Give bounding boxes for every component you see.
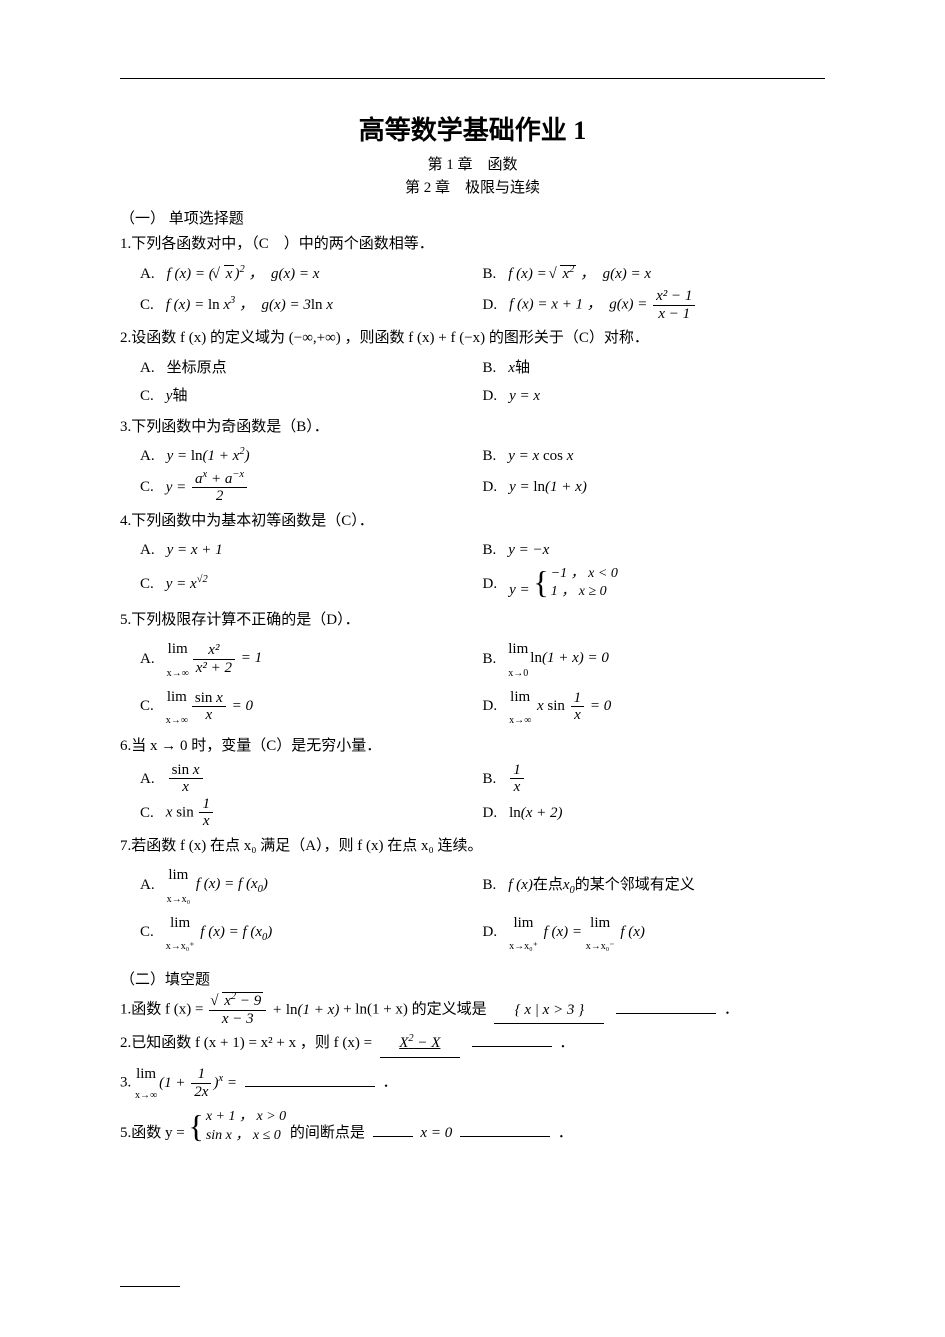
- question-5: 5.下列极限存计算不正确的是（D）．: [120, 608, 825, 634]
- q7-opt-c: C.limx→x₀⁺ f (x) = f (x0): [140, 909, 483, 957]
- q7-opt-b: B.f (x) 在点 x0 的某个邻域有定义: [483, 861, 826, 909]
- q4-b-text: y = −x: [508, 536, 549, 565]
- q3-opt-d: D.y = ln(1 + x): [483, 471, 826, 505]
- fill-2: 2.已知函数 f (x + 1) = x² + x ，则 f (x) = X2 …: [120, 1031, 825, 1058]
- q5-opt-c: C.limx→∞sin xx = 0: [140, 683, 483, 731]
- f3-num: 1: [191, 1066, 211, 1084]
- f5-blank-pre: [373, 1136, 413, 1137]
- bottom-rule: [120, 1286, 180, 1287]
- q4-d-case1: −1 ， x < 0: [551, 565, 618, 583]
- q4-d-case2: 1 ， x ≥ 0: [551, 583, 618, 601]
- q2-opt-b: B.x 轴: [483, 354, 826, 383]
- question-4: 4.下列函数中为基本初等函数是（C）．: [120, 509, 825, 535]
- f5-case1: x + 1 ， x > 0: [206, 1108, 286, 1126]
- f1-tail: ．: [724, 1002, 739, 1018]
- q1-options: A.f (x) = (x)2 ， g(x) = x B.f (x) = x2 ，…: [120, 260, 825, 323]
- q4-opt-a: A.y = x + 1: [140, 536, 483, 565]
- q2-opt-d: D.y = x: [483, 382, 826, 411]
- question-1: 1.下列各函数对中，（C ）中的两个函数相等．: [120, 232, 825, 258]
- f3-pre: 3.: [120, 1075, 131, 1091]
- q3-opt-b: B.y = x cos x: [483, 442, 826, 471]
- question-7: 7.若函数 f (x) 在点 x₀ 满足（A），则 f (x) 在点 x₀ 连续…: [120, 834, 825, 860]
- q2-a-text: 坐标原点: [167, 354, 227, 383]
- f2-pre: 2.已知函数 f (x + 1) = x² + x ，则 f (x) =: [120, 1035, 372, 1051]
- page-title: 高等数学基础作业 1: [120, 110, 825, 147]
- f2-tail: ．: [559, 1035, 574, 1051]
- f3-den: 2x: [191, 1084, 211, 1101]
- f1-den: x − 3: [209, 1011, 266, 1028]
- f5-pre: 5.函数 y =: [120, 1125, 185, 1141]
- q5-a-num: x²: [193, 642, 235, 660]
- q6-c-den: x: [199, 813, 213, 830]
- f5-blank-tail: [460, 1136, 550, 1137]
- top-rule: [120, 78, 825, 79]
- q5-opt-a: A.limx→∞x²x² + 2 = 1: [140, 635, 483, 683]
- q6-c-num: 1: [199, 796, 213, 814]
- f1-answer: { x | x > 3 }: [494, 998, 604, 1025]
- fill-5: 5.函数 y = {x + 1 ， x > 0sin x ， x ≤ 0 的间断…: [120, 1108, 825, 1146]
- f5-case2: sin x ， x ≤ 0: [206, 1127, 286, 1145]
- f3-tail: ．: [382, 1075, 397, 1091]
- q6-options: A.sin xx B.1x C.x sin 1x D.ln(x + 2): [120, 762, 825, 830]
- q1-opt-b: B.f (x) = x2 ， g(x) = x: [483, 260, 826, 289]
- q5-a-den: x² + 2: [193, 660, 235, 677]
- f1-mid: + ln(1 + x) 的定义域是: [343, 1002, 487, 1018]
- q6-opt-d: D.ln(x + 2): [483, 796, 826, 830]
- q1-opt-a: A.f (x) = (x)2 ， g(x) = x: [140, 260, 483, 289]
- f5-mid: 的间断点是: [290, 1125, 365, 1141]
- q4-opt-b: B.y = −x: [483, 536, 826, 565]
- q6-opt-c: C.x sin 1x: [140, 796, 483, 830]
- q3-options: A.y = ln(1 + x2) B.y = x cos x C.y = ax …: [120, 442, 825, 505]
- q4-opt-c: C.y = x√2: [140, 565, 483, 604]
- question-3: 3.下列函数中为奇函数是（B）．: [120, 415, 825, 441]
- q7-opt-a: A.limx→x₀ f (x) = f (x0): [140, 861, 483, 909]
- f5-tail: ．: [558, 1125, 573, 1141]
- section-2-heading: （二）填空题: [120, 968, 825, 989]
- q2-opt-c: C.y 轴: [140, 382, 483, 411]
- f1-pre: 1.函数 f (x) =: [120, 1002, 203, 1018]
- q1-d-den: x − 1: [653, 306, 695, 323]
- q4-options: A.y = x + 1 B.y = −x C.y = x√2 D.y = {−1…: [120, 536, 825, 604]
- fill-3: 3. limx→∞(1 + 12x)x = ．: [120, 1062, 825, 1105]
- q6-opt-a: A.sin xx: [140, 762, 483, 796]
- question-6: 6.当 x → 0 时，变量（C）是无穷小量．: [120, 734, 825, 760]
- q3-opt-c: C.y = ax + a−x2: [140, 471, 483, 505]
- q3-c-den: 2: [192, 488, 247, 505]
- q2-options: A.坐标原点 B.x 轴 C.y 轴 D.y = x: [120, 354, 825, 411]
- q4-a-text: y = x + 1: [167, 536, 223, 565]
- f1-blank-tail: [616, 1013, 716, 1014]
- q5-options: A.limx→∞x²x² + 2 = 1 B.limx→0ln(1 + x) =…: [120, 635, 825, 730]
- f2-blank-tail: [472, 1046, 552, 1047]
- fill-1: 1.函数 f (x) = x2 − 9x − 3 + ln(1 + x) + l…: [120, 993, 825, 1027]
- q7-opt-d: D.limx→x₀⁺ f (x) = limx→x₀⁻ f (x): [483, 909, 826, 957]
- q6-opt-b: B.1x: [483, 762, 826, 796]
- q7-options: A.limx→x₀ f (x) = f (x0) B.f (x) 在点 x0 的…: [120, 861, 825, 956]
- q3-opt-a: A.y = ln(1 + x2): [140, 442, 483, 471]
- section-1-heading: （一） 单项选择题: [120, 207, 825, 228]
- q5-d-num: 1: [571, 690, 585, 708]
- q2-opt-a: A.坐标原点: [140, 354, 483, 383]
- q5-opt-d: D.limx→∞ x sin 1x = 0: [483, 683, 826, 731]
- q6-b-num: 1: [510, 762, 524, 780]
- f5-answer: x = 0: [420, 1125, 452, 1141]
- question-2: 2.设函数 f (x) 的定义域为 (−∞,+∞) ，则函数 f (x) + f…: [120, 326, 825, 352]
- f3-limto: x→∞: [135, 1087, 157, 1104]
- q1-opt-c: C.f (x) = ln x3 ， g(x) = 3ln x: [140, 288, 483, 322]
- chapter-2-label: 第 2 章 极限与连续: [120, 176, 825, 197]
- q1-d-num: x² − 1: [653, 288, 695, 306]
- q5-opt-b: B.limx→0ln(1 + x) = 0: [483, 635, 826, 683]
- q6-b-den: x: [510, 779, 524, 796]
- q2-d-text: y = x: [509, 382, 540, 411]
- q4-opt-d: D.y = {−1 ， x < 01 ， x ≥ 0: [483, 565, 826, 604]
- f2-answer: X2 − X: [380, 1031, 460, 1058]
- q1-opt-d: D.f (x) = x + 1 ， g(x) = x² − 1x − 1: [483, 288, 826, 322]
- q5-d-den: x: [571, 707, 585, 724]
- f3-blank: [245, 1086, 375, 1087]
- chapter-1-label: 第 1 章 函数: [120, 153, 825, 174]
